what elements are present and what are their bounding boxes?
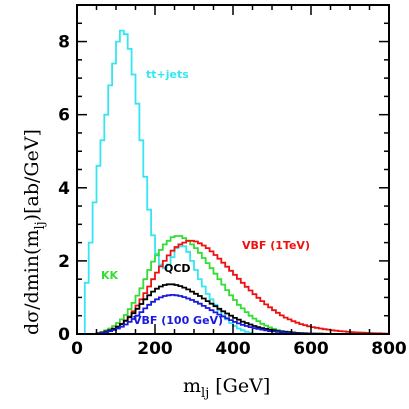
series-label-vbf-1tev: VBF (1TeV)	[242, 239, 310, 252]
y-tick-label: 4	[58, 179, 70, 199]
y-tick-label: 8	[58, 33, 70, 53]
series-line-vbf-1tev	[95, 239, 389, 335]
y-tick-label: 2	[58, 252, 70, 272]
x-tick-label: 600	[293, 339, 329, 359]
plot-frame	[76, 4, 390, 335]
x-tick-label: 400	[215, 339, 251, 359]
x-axis-label: mlj [GeV]	[183, 375, 270, 401]
series-label-qcd: QCD	[164, 262, 191, 275]
x-tick-label: 800	[371, 339, 407, 359]
y-tick-label: 0	[58, 325, 70, 345]
plot-area	[80, 29, 389, 335]
x-tick-label: 200	[137, 339, 173, 359]
series-line-tt-jets	[80, 29, 292, 335]
axes-frame	[76, 4, 390, 335]
y-axis-label: dσ/dmin(mlj)[ab/GeV]	[21, 129, 48, 335]
x-tick-label: 0	[71, 339, 83, 359]
series-label-vbf-100gev: VBF (100 GeV)	[133, 314, 223, 327]
axis-ticks: 0 200 400 600 800 0 2 4 6 8	[58, 4, 407, 359]
y-tick-label: 6	[58, 106, 70, 126]
series-label-ttjets: tt+jets	[146, 68, 189, 81]
series-label-kk: KK	[101, 269, 119, 282]
